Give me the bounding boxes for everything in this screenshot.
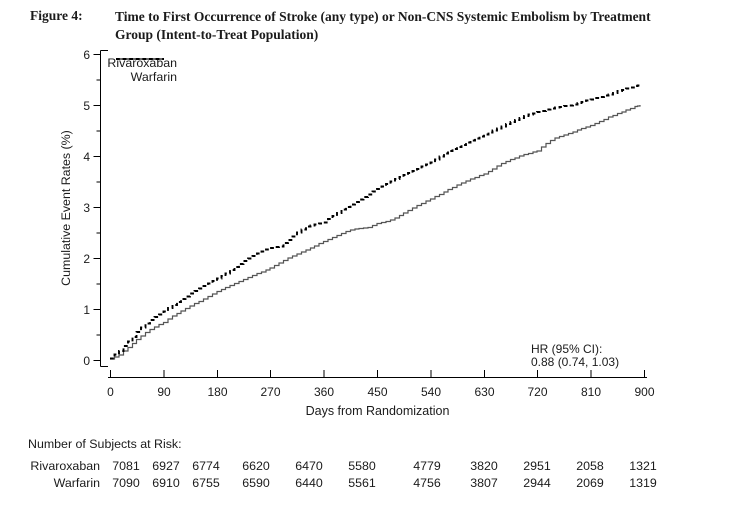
x-tick-label: 0 — [107, 385, 114, 399]
legend: Rivaroxaban Warfarin — [101, 56, 177, 84]
at-risk-value: 1319 — [629, 476, 657, 490]
at-risk-value: 6774 — [192, 459, 220, 473]
y-tick-label: 1 — [83, 303, 90, 317]
at-risk-value: 6927 — [152, 459, 180, 473]
at-risk-row-label-warfarin: Warfarin — [53, 476, 100, 490]
y-tick-label: 2 — [83, 252, 90, 266]
hr-annotation-line2: 0.88 (0.74, 1.03) — [531, 354, 620, 369]
at-risk-value: 2058 — [576, 459, 604, 473]
hr-annotation-line1: HR (95% CI): — [531, 342, 603, 356]
x-tick-label: 180 — [207, 385, 227, 399]
at-risk-value: 6470 — [295, 459, 323, 473]
at-risk-value: 4779 — [413, 459, 441, 473]
x-tick-label: 720 — [527, 385, 547, 399]
at-risk-value: 6620 — [242, 459, 270, 473]
figure-number-label: Figure 4: — [30, 8, 83, 23]
x-tick-label: 810 — [581, 385, 601, 399]
x-tick-label: 900 — [634, 385, 654, 399]
km-plot-canvas: 0 1 2 3 4 5 6 0 90 180 270 360 450 540 630 720 810 900 — [83, 48, 655, 399]
at-risk-value: 7081 — [112, 459, 140, 473]
at-risk-value: 3820 — [470, 459, 498, 473]
km-chart: 0 1 2 3 4 5 6 0 90 180 270 360 450 540 630 720 810 900 Cu… — [59, 48, 655, 418]
y-axis-title: Cumulative Event Rates (%) — [59, 130, 73, 286]
at-risk-value: 5580 — [348, 459, 376, 473]
x-tick-label: 630 — [474, 385, 494, 399]
at-risk-value: 2069 — [576, 476, 604, 490]
at-risk-table: Number of Subjects at Risk: Rivaroxaban … — [0, 430, 731, 508]
at-risk-row-label-rivaroxaban: Rivaroxaban — [30, 459, 100, 473]
at-risk-value: 6755 — [192, 476, 220, 490]
y-tick-label: 6 — [83, 48, 90, 62]
x-tick-label: 450 — [367, 385, 387, 399]
at-risk-value: 2944 — [523, 476, 551, 490]
figure-title-line1: Time to First Occurrence of Stroke (any … — [115, 9, 651, 24]
x-tick-label: 360 — [314, 385, 334, 399]
at-risk-value: 2951 — [523, 459, 551, 473]
hr-annotation: HR (95% CI): 0.88 (0.74, 1.03) — [531, 343, 619, 369]
at-risk-value: 6590 — [242, 476, 270, 490]
at-risk-value: 6440 — [295, 476, 323, 490]
at-risk-value: 5561 — [348, 476, 376, 490]
at-risk-value: 4756 — [413, 476, 441, 490]
curve-warfarin — [110, 84, 641, 360]
at-risk-value: 6910 — [152, 476, 180, 490]
y-tick-label: 0 — [83, 354, 90, 368]
figure-title-line2: Group (Intent-to-Treat Population) — [115, 26, 319, 42]
legend-dashed-line-icon — [116, 58, 164, 60]
y-tick-label: 5 — [83, 99, 90, 113]
figure-title: Time to First Occurrence of Stroke (any … — [115, 8, 715, 43]
x-axis-title: Days from Randomization — [305, 404, 450, 418]
x-tick-label: 270 — [260, 385, 280, 399]
x-tick-label: 540 — [421, 385, 441, 399]
at-risk-heading: Number of Subjects at Risk: — [28, 437, 182, 451]
legend-label-warfarin: Warfarin — [130, 70, 177, 84]
y-tick-label: 4 — [83, 150, 90, 164]
curve-rivaroxaban — [110, 105, 641, 360]
at-risk-value: 3807 — [470, 476, 498, 490]
at-risk-value: 7090 — [112, 476, 140, 490]
y-tick-label: 3 — [83, 201, 90, 215]
legend-entry-warfarin: Warfarin — [101, 58, 177, 84]
at-risk-value: 1321 — [629, 459, 657, 473]
x-tick-label: 90 — [157, 385, 171, 399]
